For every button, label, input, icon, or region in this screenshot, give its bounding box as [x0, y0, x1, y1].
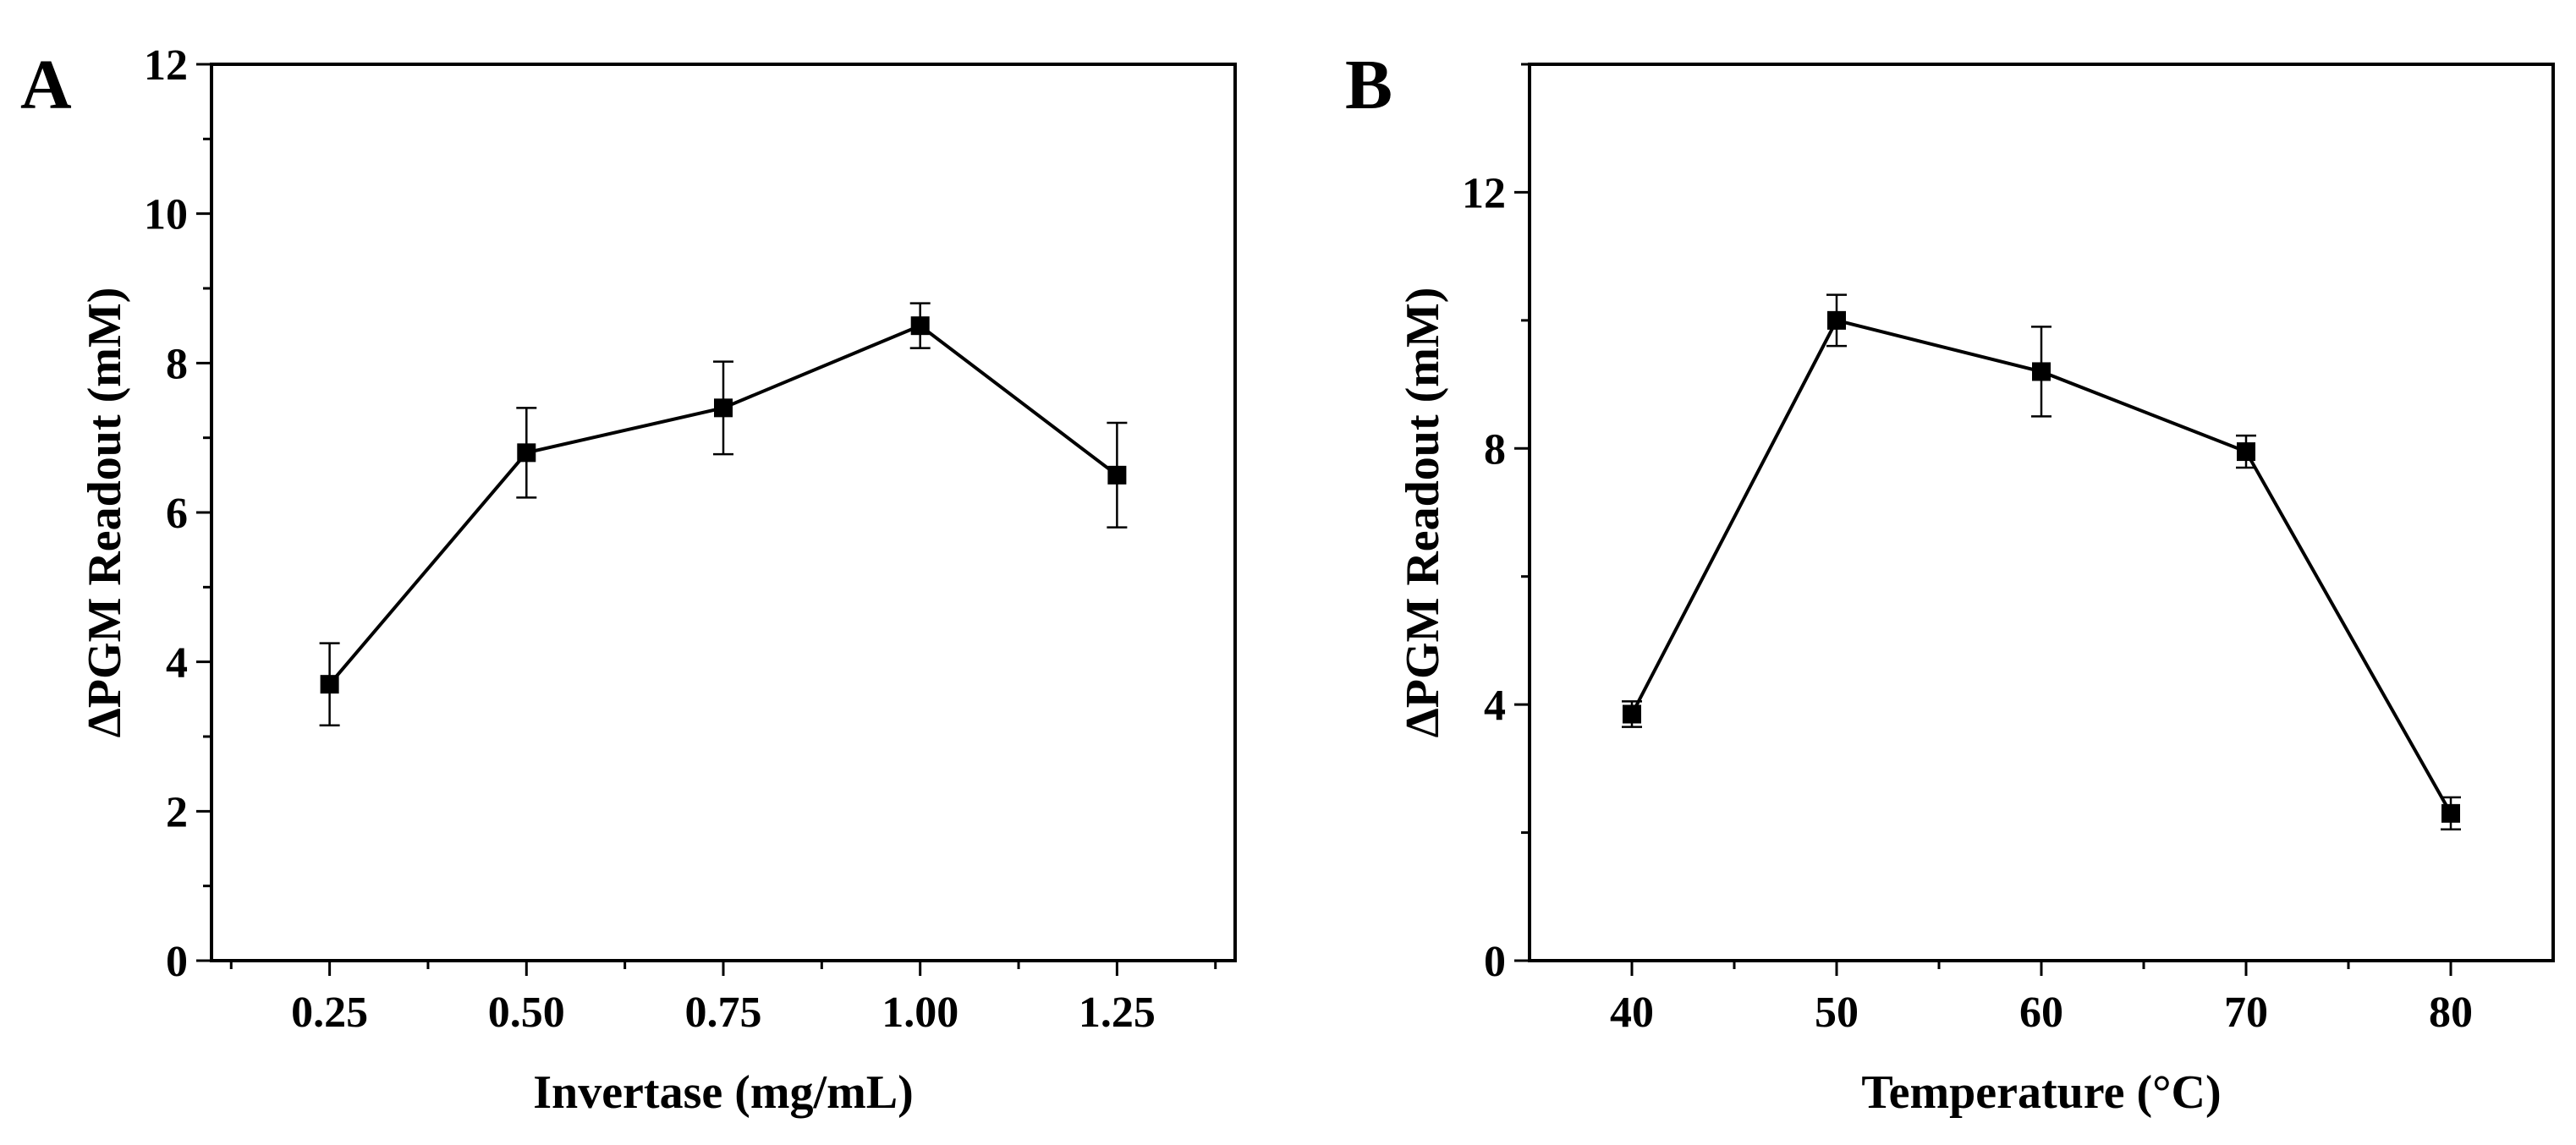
panel-a-y-tick-label: 2 — [166, 788, 188, 836]
panel-b-x-tick-label: 70 — [2224, 989, 2268, 1037]
panel-a-letter: A — [20, 46, 72, 124]
panel-b-y-axis-label: ΔPGM Readout (mM) — [1397, 288, 1449, 738]
panel-a-series — [319, 302, 1128, 726]
panel-a-x-axis-label: Invertase (mg/mL) — [533, 1066, 913, 1119]
panel-b-plot-frame — [1528, 63, 2555, 962]
panel-b-data-point — [2032, 362, 2051, 381]
panel-b: B 40 50 60 70 80 0 4 8 12 Temperature (°C) ΔPGM… — [1345, 46, 2555, 1119]
panel-b-y-tick-label: 4 — [1484, 682, 1506, 730]
panel-a-data-point — [517, 443, 536, 463]
panel-a-y-tick-label: 10 — [144, 191, 188, 239]
panel-a-y-axis: 0 2 4 6 8 10 12 — [144, 41, 211, 986]
panel-a-y-tick-label: 0 — [166, 938, 188, 986]
panel-a-y-tick-label: 8 — [166, 340, 188, 388]
panel-b-x-tick-label: 80 — [2429, 989, 2473, 1037]
panel-b-x-axis-label: Temperature (°C) — [1861, 1066, 2221, 1119]
panel-a-data-point — [1107, 465, 1127, 485]
panel-a-y-tick-label: 6 — [166, 490, 188, 538]
panel-a-y-tick-label: 4 — [166, 639, 188, 688]
panel-a-data-point — [320, 675, 339, 694]
panel-b-y-tick-label: 12 — [1462, 169, 1506, 217]
panel-b-data-point — [1827, 310, 1846, 330]
panel-a-x-tick-label: 1.25 — [1079, 989, 1156, 1037]
panel-b-x-axis: 40 50 60 70 80 — [1610, 961, 2473, 1037]
panel-b-x-tick-label: 50 — [1815, 989, 1859, 1037]
panel-a-x-tick-label: 0.25 — [291, 989, 368, 1037]
panel-b-data-point — [1623, 704, 1641, 724]
panel-b-series — [1622, 293, 2461, 831]
panel-a-data-point — [910, 316, 930, 336]
panel-b-data-point — [2237, 442, 2255, 462]
panel-a-y-axis-label: ΔPGM Readout (mM) — [79, 288, 131, 738]
panel-b-letter: B — [1345, 46, 1392, 124]
panel-a-x-tick-label: 0.75 — [685, 989, 762, 1037]
panel-a-plot-frame — [210, 63, 1237, 962]
panel-a: A 0.25 0.50 0.75 1.00 1.25 0 2 4 6 8 10 12 Inverta… — [20, 41, 1237, 1119]
panel-b-x-tick-label: 40 — [1610, 989, 1654, 1037]
panel-a-x-tick-label: 1.00 — [882, 989, 958, 1037]
panel-b-y-tick-label: 8 — [1484, 425, 1506, 474]
panel-a-y-tick-label: 12 — [144, 41, 188, 90]
panel-b-x-tick-label: 60 — [2019, 989, 2063, 1037]
panel-b-y-axis: 0 4 8 12 — [1462, 63, 1530, 986]
panel-a-data-point — [714, 398, 733, 418]
panel-a-x-axis: 0.25 0.50 0.75 1.00 1.25 — [229, 961, 1217, 1037]
panel-a-x-tick-label: 0.50 — [488, 989, 565, 1037]
panel-b-data-point — [2441, 803, 2460, 823]
panel-b-y-tick-label: 0 — [1484, 938, 1506, 986]
